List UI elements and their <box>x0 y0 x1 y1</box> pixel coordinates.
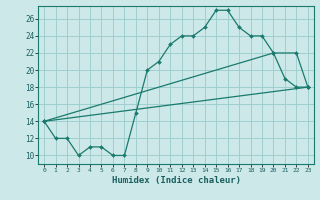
X-axis label: Humidex (Indice chaleur): Humidex (Indice chaleur) <box>111 176 241 185</box>
